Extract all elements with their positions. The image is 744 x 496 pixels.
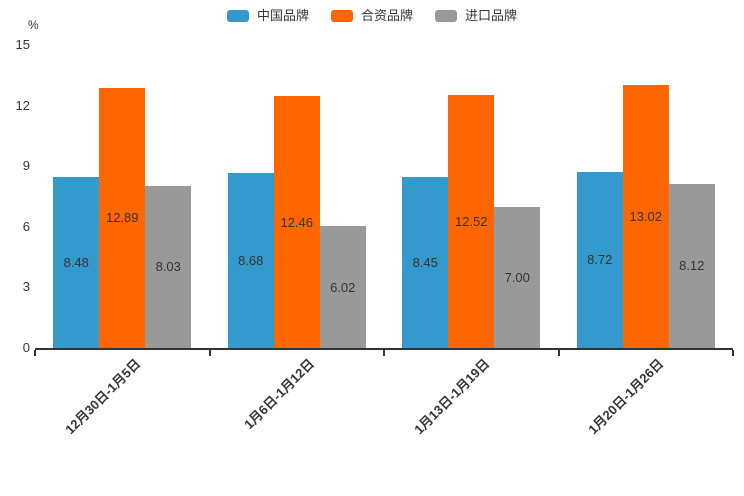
- y-axis-unit-label: %: [28, 18, 39, 32]
- legend-label: 中国品牌: [256, 8, 309, 23]
- legend: 中国品牌 合资品牌 进口品牌: [0, 8, 744, 24]
- x-axis-line: [35, 348, 733, 350]
- y-axis-tick-label: 6: [22, 218, 30, 234]
- legend-marker-imported-brand: [435, 10, 457, 22]
- x-axis-label: 1月6日-1月12日: [241, 356, 318, 433]
- x-axis-tick: [34, 350, 36, 356]
- bar-value-label: 8.12: [679, 258, 705, 274]
- bar-joint-venture-brand-1[interactable]: 12.89: [99, 87, 146, 348]
- legend-label: 合资品牌: [360, 8, 413, 23]
- x-axis-tick: [383, 350, 385, 356]
- y-axis-tick-label: 12: [15, 97, 30, 113]
- y-axis-tick-label: 3: [22, 279, 30, 295]
- x-axis-label: 1月13日-1月19日: [410, 356, 492, 438]
- bar-joint-venture-brand-4[interactable]: 13.02: [622, 84, 669, 348]
- bar-value-label: 8.68: [238, 252, 264, 268]
- bar-value-label: 12.46: [280, 214, 314, 230]
- legend-item-china-brand[interactable]: 中国品牌: [226, 8, 309, 24]
- bar-imported-brand-2[interactable]: 6.02: [319, 226, 366, 348]
- x-axis-label: 12月30日-1月5日: [61, 356, 143, 438]
- bar-value-label: 8.72: [587, 252, 613, 268]
- bar-value-label: 12.89: [105, 210, 139, 226]
- bar-value-label: 13.02: [629, 208, 663, 224]
- bar-china-brand-2[interactable]: 8.68: [227, 172, 274, 348]
- x-axis-tick: [208, 350, 211, 356]
- x-axis-tick: [732, 350, 734, 356]
- bar-china-brand-3[interactable]: 8.45: [402, 177, 449, 348]
- bar-joint-venture-brand-2[interactable]: 12.46: [273, 96, 320, 348]
- y-axis-tick-label: 15: [15, 37, 30, 52]
- bar-value-label: 6.02: [330, 279, 356, 295]
- legend-item-joint-venture-brand[interactable]: 合资品牌: [330, 8, 413, 24]
- x-axis-label: 1月20日-1月26日: [585, 356, 667, 438]
- bar-value-label: 8.45: [412, 255, 438, 271]
- bar-joint-venture-brand-3[interactable]: 12.52: [448, 95, 495, 348]
- x-axis-tick: [557, 350, 560, 356]
- bar-china-brand-1[interactable]: 8.48: [53, 176, 100, 348]
- bar-imported-brand-3[interactable]: 7.00: [494, 206, 541, 348]
- bar-china-brand-4[interactable]: 8.72: [576, 171, 623, 348]
- bar-value-label: 7.00: [504, 269, 530, 285]
- bar-value-label: 12.52: [454, 214, 488, 230]
- y-axis-tick-label: 9: [22, 158, 30, 174]
- legend-marker-joint-venture-brand: [330, 10, 353, 22]
- legend-marker-china-brand: [226, 10, 249, 22]
- legend-label: 进口品牌: [465, 8, 518, 23]
- bar-imported-brand-4[interactable]: 8.12: [668, 183, 715, 348]
- bar-value-label: 8.03: [155, 259, 181, 275]
- legend-item-imported-brand[interactable]: 进口品牌: [435, 8, 517, 24]
- y-axis-tick-label: 0: [22, 340, 30, 355]
- bar-value-label: 8.48: [63, 254, 89, 270]
- bar-imported-brand-1[interactable]: 8.03: [145, 185, 192, 348]
